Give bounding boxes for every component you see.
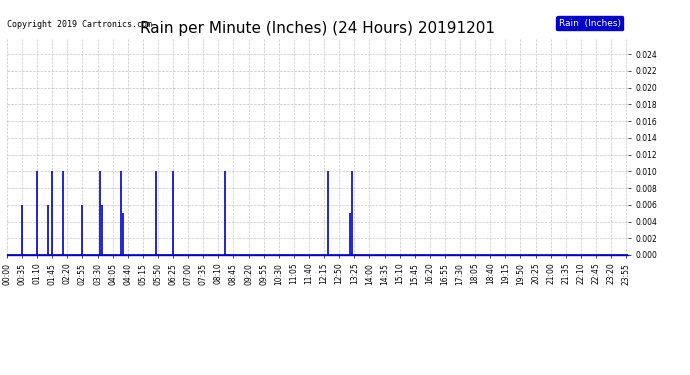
- Text: Copyright 2019 Cartronics.com: Copyright 2019 Cartronics.com: [7, 20, 152, 29]
- Legend: Rain  (Inches): Rain (Inches): [556, 16, 623, 30]
- Title: Rain per Minute (Inches) (24 Hours) 20191201: Rain per Minute (Inches) (24 Hours) 2019…: [140, 21, 495, 36]
